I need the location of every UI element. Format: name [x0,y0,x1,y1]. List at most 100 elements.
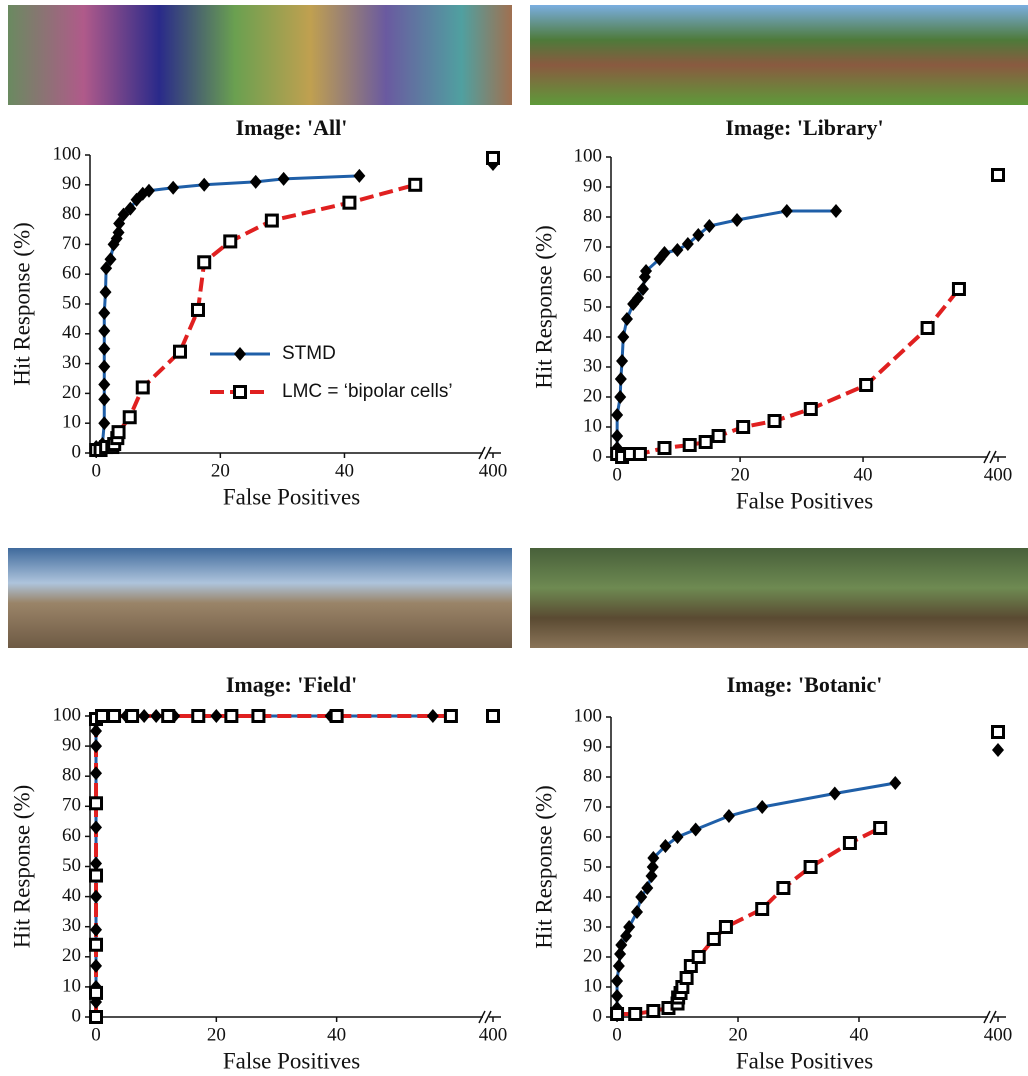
stimulus-image [530,548,1028,648]
data-point [628,1007,643,1021]
x-tick-label: 0 [91,1024,101,1045]
x-tick-label: 0 [612,464,622,485]
y-tick-label: 30 [583,915,602,936]
data-point [657,441,672,455]
y-tick-label: 100 [574,145,603,166]
chart-panel: Image: 'All' False Positives Hit Response … [9,115,507,509]
data-point [681,237,694,251]
y-tick-label: 20 [62,945,81,966]
x-tick-label: 20 [731,464,750,485]
axis-break [478,446,492,460]
data-point [706,932,721,946]
data-point [100,261,113,276]
data-point [658,246,671,260]
data-point [611,429,624,443]
y-tick-label: 40 [583,325,602,346]
data-point [671,243,684,257]
data-point [98,416,111,431]
y-tick-label: 60 [62,825,81,846]
data-point [486,150,500,165]
axis-break [983,450,997,464]
y-tick-label: 60 [583,265,602,286]
data-point [616,354,629,368]
data-point [703,219,716,233]
data-point [951,282,966,296]
data-point [889,776,902,790]
data-point [426,709,439,723]
y-tick-label: 10 [583,415,602,436]
data-point [98,341,111,356]
x-tick-label: 40 [854,464,873,485]
data-point [756,800,769,814]
legend-label: STMD [282,343,336,364]
data-point [251,709,266,723]
data-point [98,323,111,338]
x-axis-label: False Positives [736,1048,873,1073]
data-point [631,905,644,919]
y-tick-label: 70 [62,795,81,816]
data-point [920,321,935,335]
y-tick-label: 30 [62,915,81,936]
data-point [731,213,744,227]
y-tick-label: 20 [62,382,81,403]
data-point [620,312,633,326]
x-tick-label: 40 [335,460,354,481]
y-tick-label: 90 [62,734,81,755]
data-point [264,213,279,228]
data-point [780,204,793,218]
data-point [689,822,702,837]
data-point [342,195,357,210]
data-point [98,305,111,320]
series-line [94,714,433,1017]
x-tick-label: 400 [984,1024,1013,1045]
data-point [142,183,155,198]
data-point [636,282,649,296]
y-tick-label: 10 [583,975,602,996]
data-point [611,974,624,988]
axis-break [983,1010,997,1024]
data-point [991,168,1005,182]
data-point [612,959,625,973]
y-tick-label: 100 [574,705,603,726]
data-point [90,958,103,973]
data-point [113,216,126,231]
y-tick-label: 90 [583,735,602,756]
x-tick-label: 0 [612,1024,622,1045]
data-point [90,856,103,871]
data-point [632,447,647,461]
data-point [671,830,684,844]
data-point [210,709,223,723]
data-point [711,429,726,443]
x-tick-label: 20 [207,1024,226,1045]
data-point [767,414,782,428]
data-point [698,435,713,449]
data-point [632,291,645,305]
data-point [611,408,624,422]
x-tick-label: 0 [91,460,101,481]
stimulus-image [8,5,512,105]
data-point [90,766,103,781]
y-tick-label: 50 [62,292,81,313]
data-point [736,420,751,434]
y-tick-label: 80 [583,205,602,226]
data-point [90,739,103,754]
data-point [755,902,770,916]
y-tick-label: 90 [62,173,81,194]
data-point [249,174,262,189]
data-point [167,180,180,195]
data-point [679,971,694,985]
data-point [803,402,818,416]
data-point [682,438,697,452]
y-axis-label: Hit Response (%) [531,225,556,389]
data-point [90,922,103,937]
y-tick-label: 30 [62,352,81,373]
y-tick-label: 10 [62,975,81,996]
data-point [614,372,627,386]
y-tick-label: 40 [62,322,81,343]
y-tick-label: 40 [583,885,602,906]
x-tick-label: 20 [729,1024,748,1045]
y-tick-label: 20 [583,945,602,966]
data-point [135,380,150,395]
